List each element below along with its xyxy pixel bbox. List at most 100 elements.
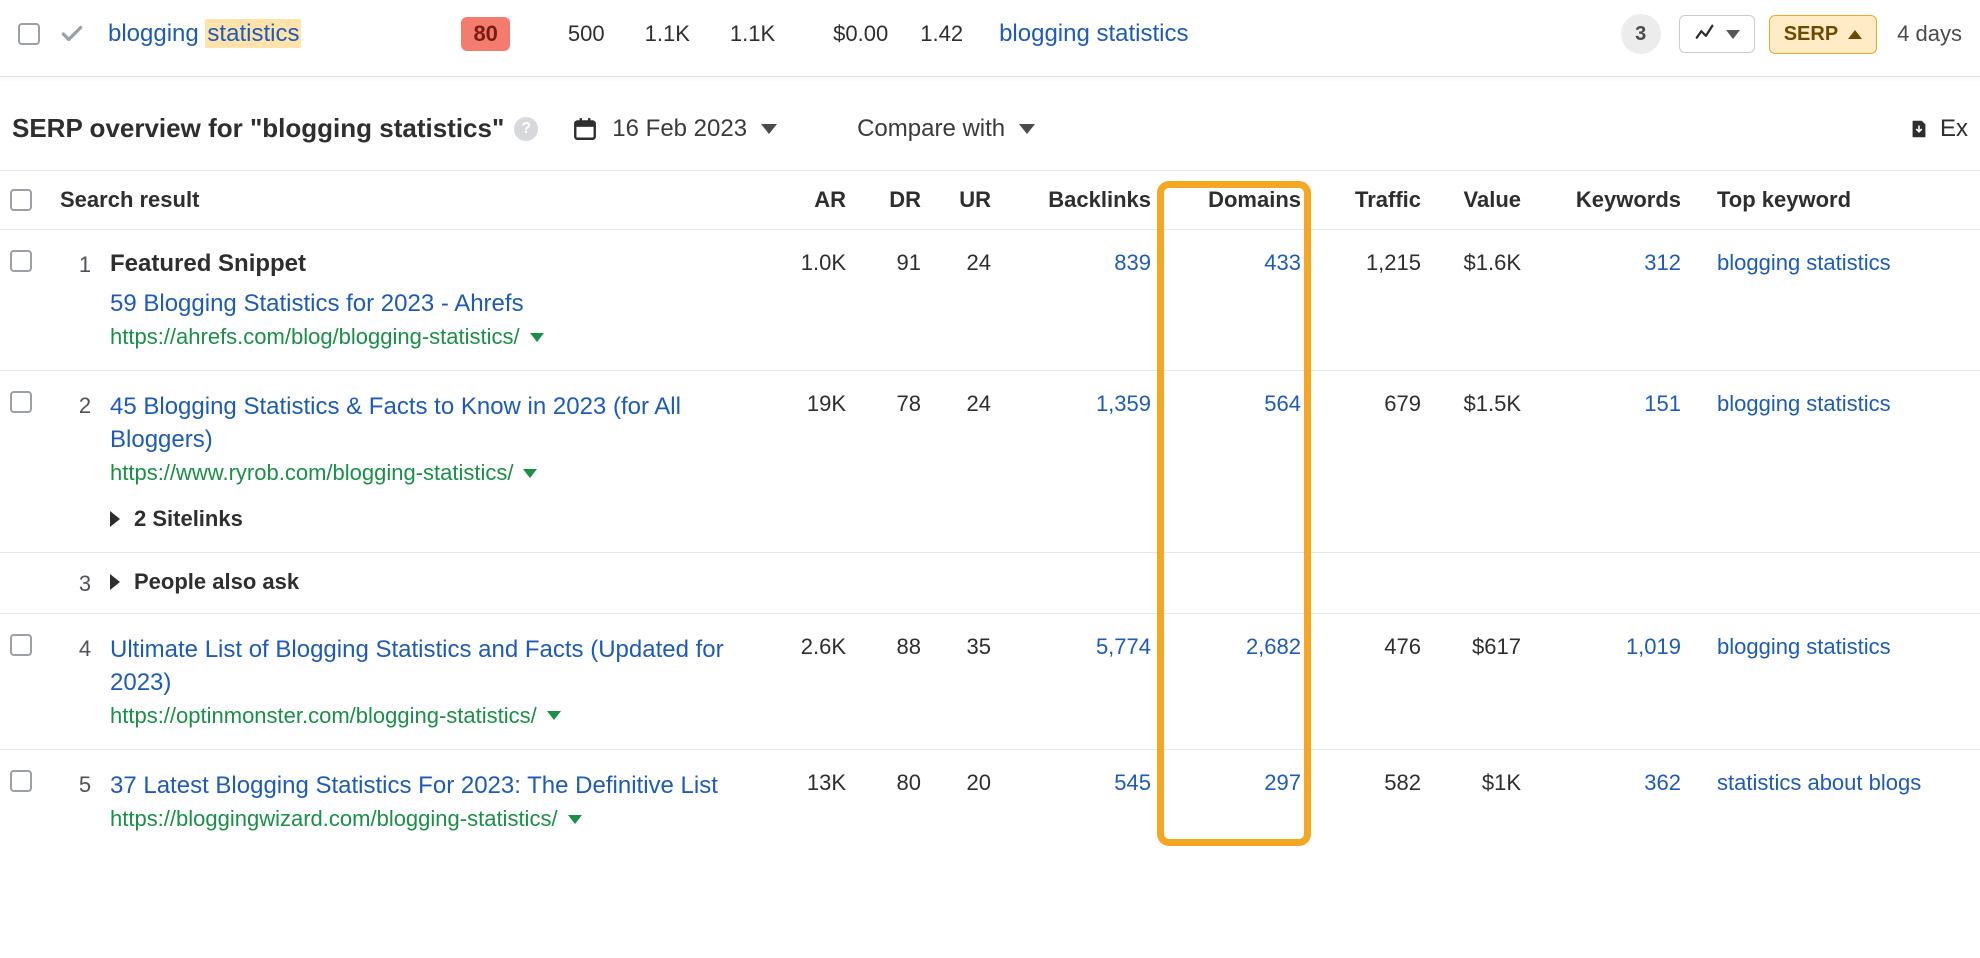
updated-label: 4 days	[1897, 21, 1962, 47]
cell-value: $1.5K	[1435, 391, 1535, 417]
cell-traffic: 679	[1315, 391, 1435, 417]
search-result-cell: 45 Blogging Statistics & Facts to Know i…	[110, 391, 780, 532]
cell-value: $1.6K	[1435, 250, 1535, 276]
sitelinks-label: 2 Sitelinks	[134, 506, 243, 532]
cell-traffic: 1,215	[1315, 250, 1435, 276]
metric-tp: 1.1K	[730, 21, 775, 47]
col-backlinks[interactable]: Backlinks	[1005, 187, 1165, 213]
row-checkbox[interactable]	[18, 23, 40, 45]
metric-volume: 500	[568, 21, 605, 47]
help-icon[interactable]: ?	[514, 117, 538, 141]
serp-button-label: SERP	[1784, 23, 1838, 46]
serp-features-count[interactable]: 3	[1621, 14, 1661, 54]
cell-top-keyword[interactable]: blogging statistics	[1695, 634, 1970, 660]
cell-domains[interactable]: 564	[1165, 391, 1315, 417]
overview-header: SERP overview for "blogging statistics" …	[0, 77, 1980, 170]
col-ur[interactable]: UR	[935, 187, 1005, 213]
col-dr[interactable]: DR	[860, 187, 935, 213]
col-value[interactable]: Value	[1435, 187, 1535, 213]
cell-ur: 35	[935, 634, 1005, 660]
chevron-down-icon	[761, 124, 777, 134]
overview-title: SERP overview for "blogging statistics"	[12, 113, 504, 144]
col-traffic[interactable]: Traffic	[1315, 187, 1435, 213]
trend-icon	[1694, 23, 1716, 45]
sitelinks-toggle[interactable]: 2 Sitelinks	[110, 506, 780, 532]
keyword-link[interactable]: blogging statistics	[108, 20, 301, 48]
serp-table: Search result AR DR UR Backlinks Domains…	[0, 170, 1980, 852]
col-top-keyword[interactable]: Top keyword	[1695, 187, 1970, 213]
cell-ar: 1.0K	[780, 250, 860, 276]
featured-snippet-label: Featured Snippet	[110, 250, 780, 278]
calendar-icon	[572, 116, 598, 142]
cell-backlinks[interactable]: 545	[1005, 770, 1165, 796]
metric-cpc: $0.00	[833, 21, 888, 47]
cell-dr: 80	[860, 770, 935, 796]
chevron-up-icon	[1848, 30, 1862, 39]
cell-backlinks[interactable]: 5,774	[1005, 634, 1165, 660]
paa-label: People also ask	[134, 569, 299, 595]
col-ar[interactable]: AR	[780, 187, 860, 213]
col-keywords[interactable]: Keywords	[1535, 187, 1695, 213]
result-url[interactable]: https://optinmonster.com/blogging-statis…	[110, 703, 780, 729]
row-checkbox[interactable]	[10, 250, 32, 272]
table-row: 3 People also ask	[0, 553, 1980, 614]
row-index: 4	[60, 634, 110, 662]
cell-ur: 24	[935, 391, 1005, 417]
cell-domains[interactable]: 2,682	[1165, 634, 1315, 660]
col-domains[interactable]: Domains	[1165, 187, 1315, 213]
cell-top-keyword[interactable]: blogging statistics	[1695, 391, 1970, 417]
compare-dropdown[interactable]: Compare with	[857, 115, 1035, 143]
caret-right-icon	[110, 574, 120, 590]
keyword-text-main: blogging	[108, 20, 199, 47]
col-search-result[interactable]: Search result	[60, 187, 780, 213]
result-title[interactable]: 59 Blogging Statistics for 2023 - Ahrefs	[110, 288, 780, 320]
caret-right-icon	[110, 511, 120, 527]
cell-domains[interactable]: 297	[1165, 770, 1315, 796]
result-title[interactable]: Ultimate List of Blogging Statistics and…	[110, 634, 750, 699]
result-title[interactable]: 37 Latest Blogging Statistics For 2023: …	[110, 770, 750, 802]
result-url-text: https://bloggingwizard.com/blogging-stat…	[110, 806, 558, 832]
check-icon	[58, 21, 86, 47]
result-url[interactable]: https://ahrefs.com/blog/blogging-statist…	[110, 324, 780, 350]
chevron-down-icon	[523, 469, 537, 478]
kd-badge: 80	[461, 17, 509, 51]
row-checkbox[interactable]	[10, 391, 32, 413]
cell-backlinks[interactable]: 1,359	[1005, 391, 1165, 417]
cell-ar: 19K	[780, 391, 860, 417]
compare-label: Compare with	[857, 115, 1005, 143]
download-icon	[1908, 118, 1930, 140]
result-url[interactable]: https://bloggingwizard.com/blogging-stat…	[110, 806, 780, 832]
trend-button[interactable]	[1679, 15, 1755, 53]
row-checkbox[interactable]	[10, 634, 32, 656]
select-all-checkbox[interactable]	[10, 189, 32, 211]
serp-button[interactable]: SERP	[1769, 15, 1877, 54]
cell-top-keyword[interactable]: statistics about blogs	[1695, 770, 1970, 796]
row-index: 2	[60, 391, 110, 419]
result-url[interactable]: https://www.ryrob.com/blogging-statistic…	[110, 460, 780, 486]
parent-topic-link[interactable]: blogging statistics	[999, 20, 1188, 48]
cell-keywords[interactable]: 1,019	[1535, 634, 1695, 660]
cell-dr: 78	[860, 391, 935, 417]
table-row: 2 45 Blogging Statistics & Facts to Know…	[0, 371, 1980, 553]
chevron-down-icon	[568, 815, 582, 824]
cell-domains[interactable]: 433	[1165, 250, 1315, 276]
cell-keywords[interactable]: 312	[1535, 250, 1695, 276]
cell-traffic: 582	[1315, 770, 1435, 796]
cell-keywords[interactable]: 151	[1535, 391, 1695, 417]
row-index: 3	[60, 569, 110, 597]
cell-top-keyword[interactable]: blogging statistics	[1695, 250, 1970, 276]
chevron-down-icon	[1726, 30, 1740, 39]
row-checkbox[interactable]	[10, 770, 32, 792]
export-button[interactable]: Ex	[1908, 115, 1968, 143]
paa-toggle[interactable]: People also ask	[110, 569, 780, 595]
keyword-text-highlight: statistics	[205, 19, 301, 48]
cell-backlinks[interactable]: 839	[1005, 250, 1165, 276]
result-title[interactable]: 45 Blogging Statistics & Facts to Know i…	[110, 391, 750, 456]
date-picker[interactable]: 16 Feb 2023	[572, 115, 777, 143]
keyword-row: blogging statistics 80 500 1.1K 1.1K $0.…	[0, 0, 1980, 77]
cell-dr: 88	[860, 634, 935, 660]
date-value: 16 Feb 2023	[612, 115, 747, 143]
cell-keywords[interactable]: 362	[1535, 770, 1695, 796]
chevron-down-icon	[1019, 124, 1035, 134]
table-row: 1 Featured Snippet 59 Blogging Statistic…	[0, 230, 1980, 371]
